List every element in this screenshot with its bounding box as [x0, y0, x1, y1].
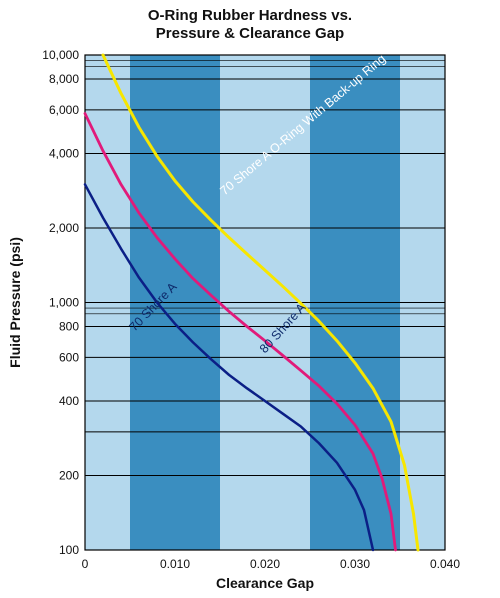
y-tick-label: 400: [59, 394, 79, 408]
y-tick-label: 4,000: [49, 146, 79, 160]
y-tick-label: 800: [59, 319, 79, 333]
y-tick-label: 200: [59, 468, 79, 482]
y-tick-label: 600: [59, 350, 79, 364]
x-tick-label: 0: [82, 557, 89, 571]
chart-title-line2: Pressure & Clearance Gap: [156, 25, 344, 42]
y-tick-label: 10,000: [42, 48, 79, 62]
y-tick-label: 1,000: [49, 296, 79, 310]
x-tick-label: 0.020: [250, 557, 280, 571]
y-axis-label: Fluid Pressure (psi): [7, 237, 23, 368]
x-tick-label: 0.030: [340, 557, 370, 571]
x-tick-label: 0.010: [160, 557, 190, 571]
y-tick-label: 8,000: [49, 72, 79, 86]
chart-container: O-Ring Rubber Hardness vs.Pressure & Cle…: [0, 0, 500, 598]
chart-svg: O-Ring Rubber Hardness vs.Pressure & Cle…: [0, 0, 500, 598]
x-tick-label: 0.040: [430, 557, 460, 571]
chart-title-line1: O-Ring Rubber Hardness vs.: [148, 7, 352, 24]
x-axis-label: Clearance Gap: [216, 575, 314, 591]
y-tick-label: 100: [59, 543, 79, 557]
plot-area: 70 Shore A80 Shore A70 Shore A O-Ring Wi…: [85, 52, 445, 550]
y-tick-label: 2,000: [49, 221, 79, 235]
y-tick-label: 6,000: [49, 103, 79, 117]
